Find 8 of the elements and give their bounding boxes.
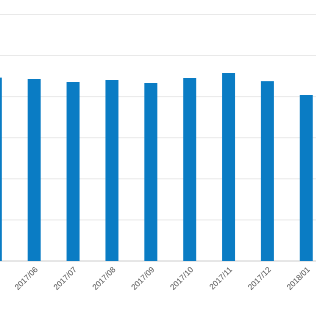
- bar: [66, 82, 80, 261]
- bar: [105, 80, 118, 261]
- bar: [300, 94, 313, 261]
- bar: [28, 79, 41, 261]
- bar: [183, 78, 196, 261]
- bar: [222, 72, 236, 261]
- bar: [144, 82, 158, 261]
- bar: [260, 81, 274, 261]
